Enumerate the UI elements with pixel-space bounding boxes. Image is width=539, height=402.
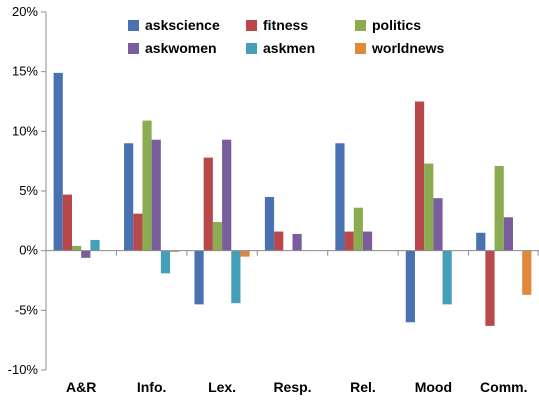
bar-politics xyxy=(212,222,223,251)
x-category-label: Rel. xyxy=(350,379,376,395)
legend-label-askscience: askscience xyxy=(145,17,220,33)
legend-label-askmen: askmen xyxy=(263,40,315,56)
x-category-label: A&R xyxy=(66,379,96,395)
legend-label-askwomen: askwomen xyxy=(145,40,217,56)
x-category-label: Resp. xyxy=(273,379,311,395)
bar-askwomen xyxy=(433,198,443,251)
legend-label-worldnews: worldnews xyxy=(371,40,445,56)
bar-politics xyxy=(142,120,152,251)
bar-fitness xyxy=(274,231,284,251)
bar-askwomen xyxy=(292,233,302,251)
legend-swatch-fitness xyxy=(246,20,257,31)
y-tick-label: 15% xyxy=(12,64,38,79)
legend-label-politics: politics xyxy=(372,17,421,33)
bar-askwomen xyxy=(362,231,373,251)
bar-askscience xyxy=(405,250,415,323)
legend-label-fitness: fitness xyxy=(263,17,308,33)
bar-askwomen xyxy=(81,250,91,258)
bar-askwomen xyxy=(503,217,513,251)
legend-swatch-askwomen xyxy=(128,43,139,54)
bar-fitness xyxy=(203,157,213,251)
bar-worldnews xyxy=(240,250,250,257)
y-tick-label: 10% xyxy=(12,123,38,138)
bar-askmen xyxy=(160,250,171,274)
bar-askmen xyxy=(231,250,241,304)
bar-askscience xyxy=(194,250,204,305)
bar-askscience xyxy=(335,143,345,251)
legend-swatch-askmen xyxy=(246,43,257,54)
x-category-label: Info. xyxy=(137,379,167,395)
bar-fitness xyxy=(344,231,354,251)
bar-askscience xyxy=(476,232,486,251)
x-category-label: Comm. xyxy=(480,379,527,395)
bar-fitness xyxy=(62,194,73,251)
bar-askscience xyxy=(53,72,63,251)
legend: askscience fitness politics askwomen askmen w… xyxy=(128,17,445,56)
bar-askscience xyxy=(264,196,275,251)
bar-worldnews xyxy=(522,250,532,295)
bar-askmen xyxy=(90,239,100,251)
x-category-label: Mood xyxy=(415,379,452,395)
x-axis: A&R Info. Lex. Resp. Rel. Mood Comm. xyxy=(45,250,539,395)
bar-fitness xyxy=(133,213,143,251)
bar-politics xyxy=(353,207,363,251)
legend-swatch-askscience xyxy=(128,20,139,31)
y-tick-label: 5% xyxy=(19,183,38,198)
bar-fitness xyxy=(485,250,495,326)
y-axis: -10% -5% 0% 5% 10% 15% 20% xyxy=(8,4,47,377)
bar-askwomen xyxy=(222,139,232,251)
bar-politics xyxy=(494,165,504,251)
bar-worldnews xyxy=(170,250,180,252)
y-tick-label: -10% xyxy=(8,362,39,377)
y-tick-label: -5% xyxy=(15,302,39,317)
bar-askwomen xyxy=(151,139,161,251)
x-category-label: Lex. xyxy=(208,379,236,395)
bar-fitness xyxy=(414,101,425,251)
legend-swatch-worldnews xyxy=(355,43,366,54)
bars xyxy=(53,72,532,326)
y-tick-label: 0% xyxy=(19,243,38,258)
bar-askscience xyxy=(124,143,134,251)
bar-politics xyxy=(424,163,434,251)
y-tick-label: 20% xyxy=(12,4,38,19)
legend-swatch-politics xyxy=(355,20,366,31)
bar-politics xyxy=(72,245,82,251)
bar-askmen xyxy=(442,250,452,305)
